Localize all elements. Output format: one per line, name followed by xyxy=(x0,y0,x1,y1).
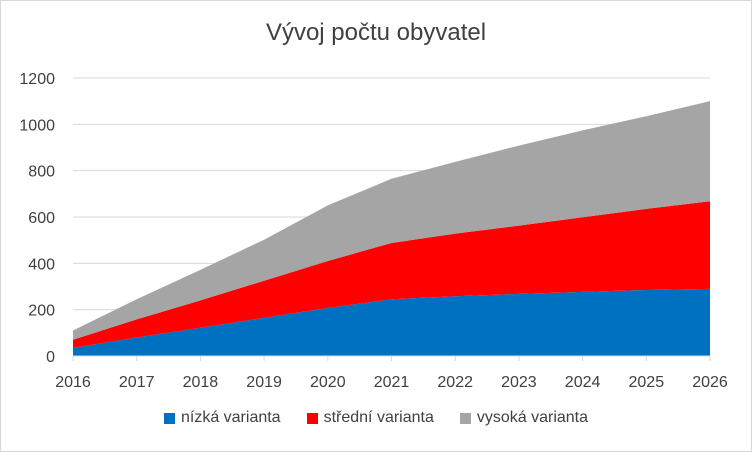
legend-item-1: nízká varianta xyxy=(163,409,281,427)
x-tick-label-2023: 2023 xyxy=(501,374,537,391)
y-tick-label-1000: 1000 xyxy=(19,117,55,134)
legend-label-3: vysoká varianta xyxy=(476,409,589,426)
x-tick-label-2024: 2024 xyxy=(565,374,601,391)
x-tick-label-2019: 2019 xyxy=(246,374,282,391)
legend-swatch-3 xyxy=(459,412,471,424)
legend-label-2: střední varianta xyxy=(323,409,434,426)
y-tick-label-0: 0 xyxy=(46,349,55,366)
y-tick-label-1200: 1200 xyxy=(19,71,55,88)
legend-swatch-2 xyxy=(306,412,318,424)
x-tick-label-2025: 2025 xyxy=(629,374,665,391)
legend-label-1: nízká varianta xyxy=(180,409,281,426)
legend-item-2: střední varianta xyxy=(306,409,434,427)
area-series-3 xyxy=(73,101,710,340)
area-series-2 xyxy=(73,201,710,348)
y-tick-label-600: 600 xyxy=(28,210,55,227)
x-tick-label-2018: 2018 xyxy=(183,374,219,391)
chart-title: Vývoj počtu obyvatel xyxy=(265,19,487,46)
x-tick-label-2017: 2017 xyxy=(119,374,155,391)
chart-legend: nízká varianta střední varianta vysoká var… xyxy=(1,409,751,427)
x-tick-label-2020: 2020 xyxy=(310,374,346,391)
x-tick-label-2016: 2016 xyxy=(55,374,91,391)
y-tick-label-200: 200 xyxy=(28,303,55,320)
y-tick-label-800: 800 xyxy=(28,164,55,181)
area-series-1 xyxy=(73,288,710,356)
x-tick-label-2022: 2022 xyxy=(437,374,473,391)
legend-item-3: vysoká varianta xyxy=(459,409,589,427)
legend-swatch-1 xyxy=(163,412,175,424)
x-tick-label-2021: 2021 xyxy=(374,374,410,391)
y-tick-label-400: 400 xyxy=(28,256,55,273)
x-tick-label-2026: 2026 xyxy=(692,374,728,391)
